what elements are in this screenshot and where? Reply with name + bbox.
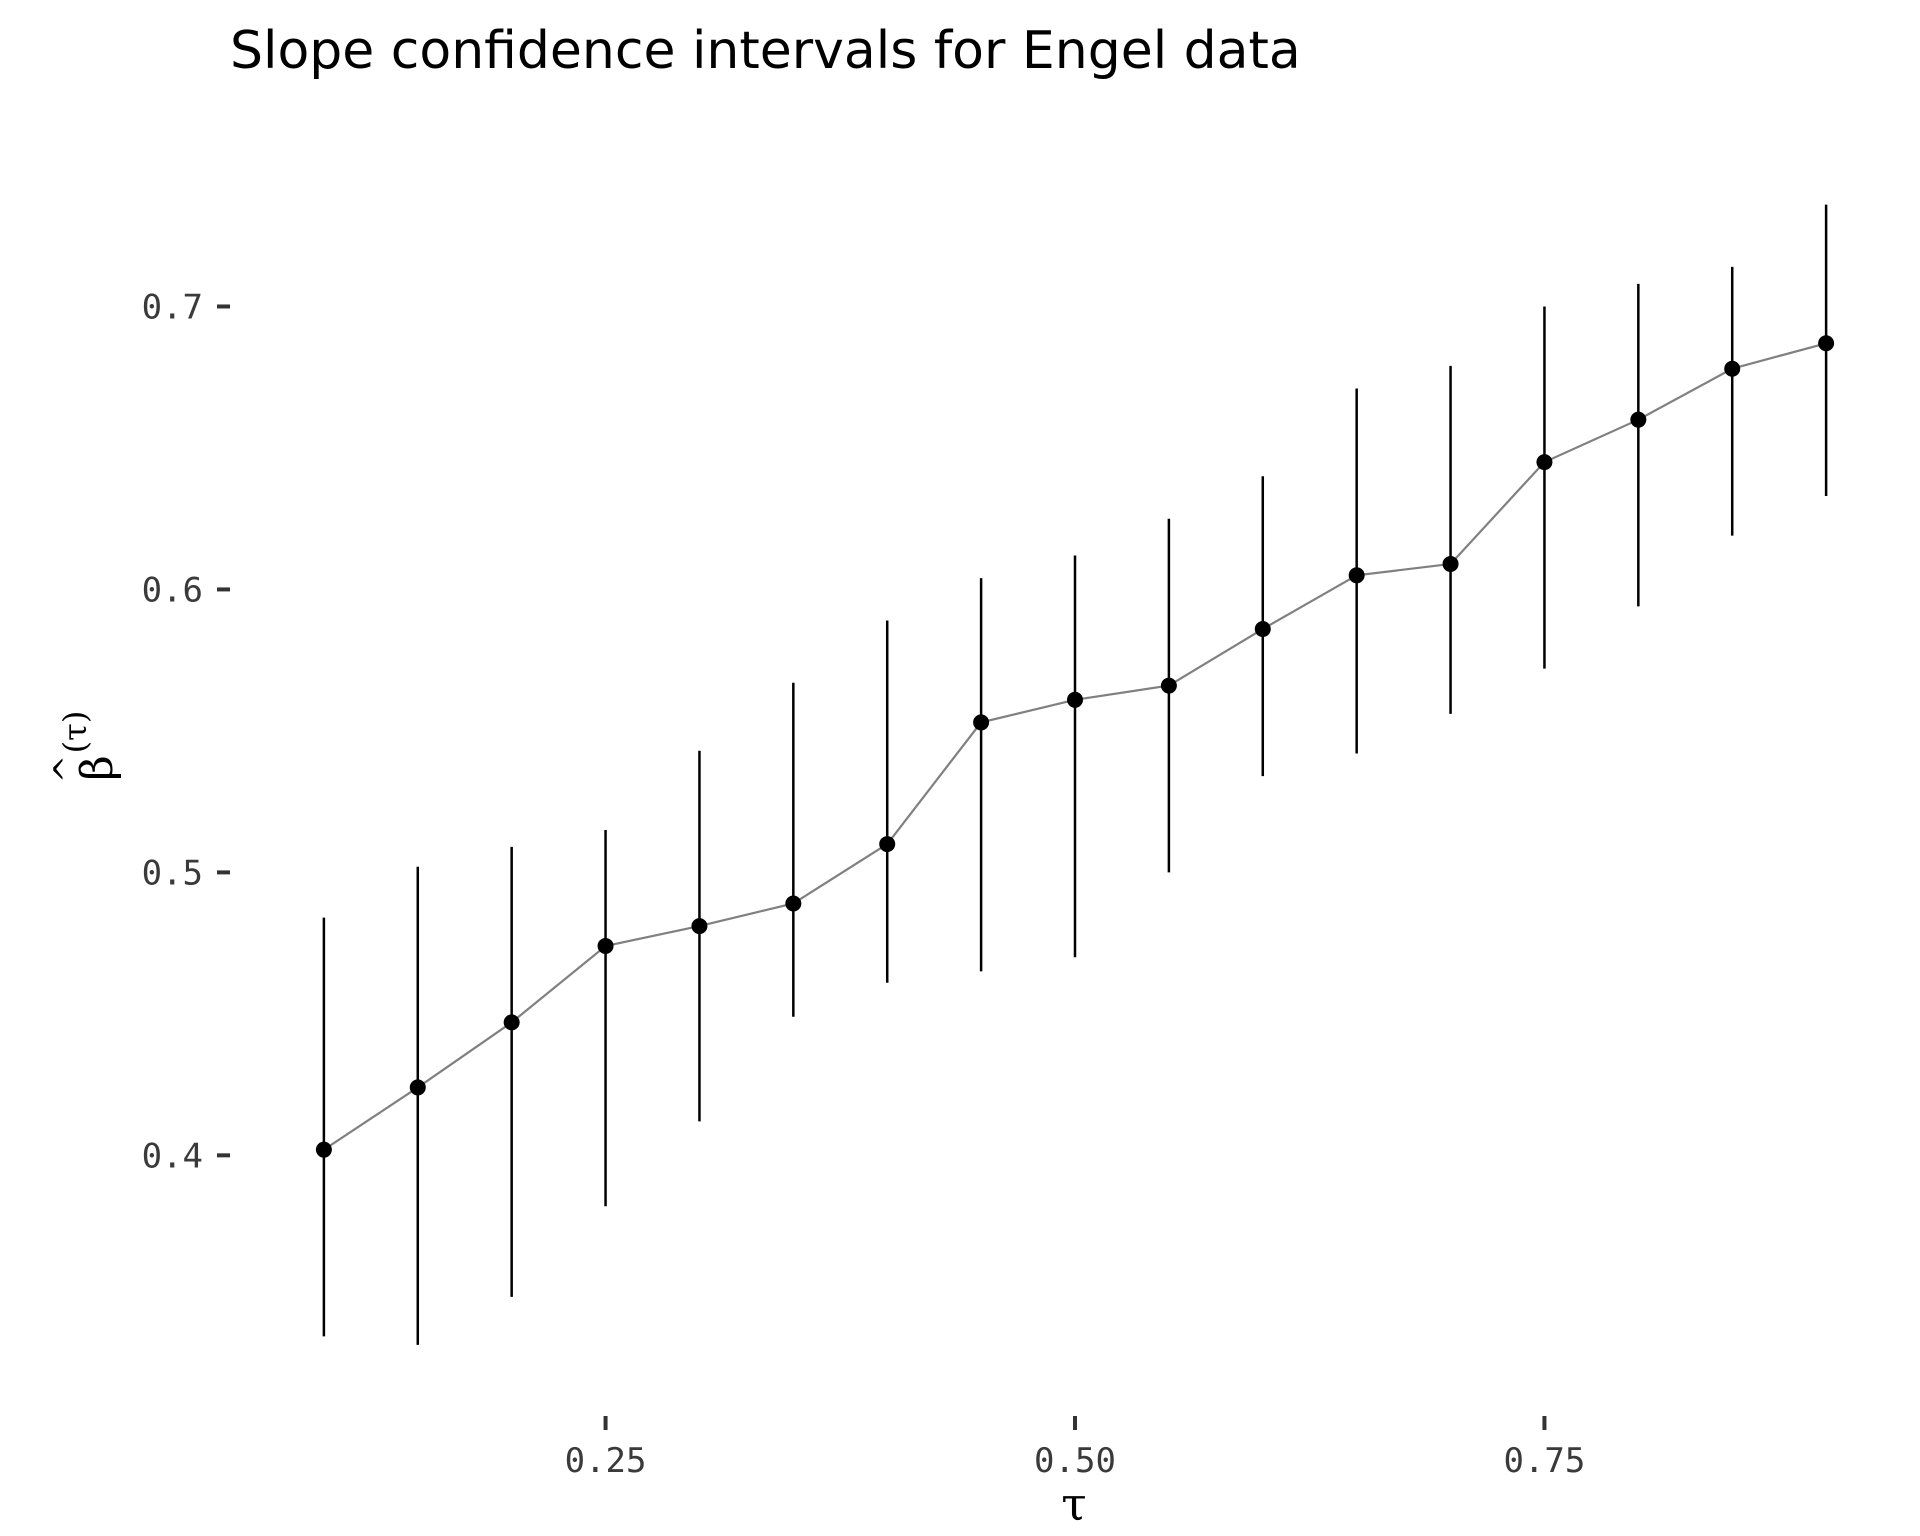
data-point — [1254, 621, 1271, 638]
data-point — [1348, 567, 1365, 584]
y-axis-label-superscript: (τ) — [56, 711, 94, 754]
chart-title: Slope confidence intervals for Engel dat… — [230, 21, 1301, 81]
y-tick-label: 0.4 — [142, 1136, 203, 1176]
data-point — [785, 895, 802, 912]
data-point — [879, 836, 896, 853]
data-point — [1536, 454, 1553, 471]
y-axis: 0.4 0.5 0.6 0.7 — [142, 287, 230, 1176]
x-tick-label: 0.50 — [1034, 1441, 1116, 1481]
data-point — [973, 714, 990, 731]
data-point — [1724, 360, 1741, 377]
data-point — [597, 937, 614, 954]
y-tick-label: 0.5 — [142, 853, 203, 893]
data-point — [1630, 411, 1647, 428]
data-point — [1160, 677, 1177, 694]
data-point — [409, 1079, 426, 1096]
data-point — [315, 1141, 332, 1158]
data-point — [503, 1014, 520, 1031]
x-tick-label: 0.75 — [1503, 1441, 1585, 1481]
x-axis-label: τ — [1061, 1477, 1086, 1531]
y-axis-label-beta: β — [72, 755, 123, 780]
data-point — [1067, 691, 1083, 708]
point-group — [315, 335, 1835, 1158]
y-tick-label: 0.7 — [142, 287, 203, 327]
y-axis-label-hat: ^ — [47, 755, 87, 784]
x-tick-label: 0.25 — [565, 1441, 647, 1481]
errorbar-group — [322, 204, 1828, 1345]
x-axis: 0.25 0.50 0.75 — [565, 1416, 1585, 1481]
y-axis-label: ^ β (τ) — [47, 711, 123, 784]
data-point — [1818, 335, 1835, 352]
y-tick-label: 0.6 — [142, 570, 203, 610]
data-point — [691, 918, 708, 935]
data-point — [1442, 555, 1459, 572]
